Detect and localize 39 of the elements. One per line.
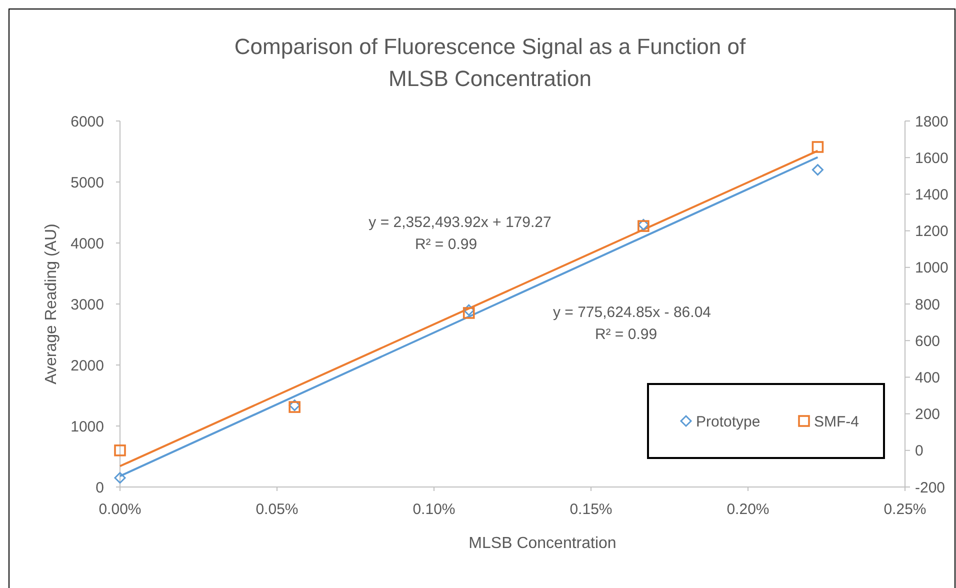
y-tick-label: 3000 xyxy=(70,296,104,314)
chart-title: Comparison of Fluorescence Signal as a Function of MLSB Concentration xyxy=(234,34,746,91)
y-tick-label: 6000 xyxy=(70,113,104,130)
y-tick-label: 1000 xyxy=(70,418,104,436)
point xyxy=(812,141,824,153)
x-tick-label: 0.15% xyxy=(570,501,612,518)
x-tick-label: 0.05% xyxy=(256,501,298,518)
y2-tick-label: 600 xyxy=(915,332,940,350)
y2-tick-label: 1800 xyxy=(915,113,948,130)
annotation: y = 775,624.85x - 86.04 xyxy=(552,304,712,321)
x-tick-label: 0.00% xyxy=(98,501,142,518)
y2-tick-label: 1000 xyxy=(915,260,948,277)
annotation: y = 2,352,493.92x + 179.27 xyxy=(368,214,552,231)
point xyxy=(114,472,126,484)
y2-tick-label: 1600 xyxy=(915,150,948,167)
y2-tick-label: 800 xyxy=(915,296,940,314)
y-tick-label: 2000 xyxy=(70,357,104,374)
x-tick-label: 0.25% xyxy=(884,501,926,518)
y2-tick-label: 1400 xyxy=(915,186,948,204)
y-axis-title: Average Reading (AU) xyxy=(43,224,60,384)
point xyxy=(463,304,475,316)
point xyxy=(812,164,824,176)
y-tick-label: 0 xyxy=(96,479,104,496)
annotation: R² = 0.99 xyxy=(414,236,478,253)
x-axis-title: MLSB Concentration xyxy=(468,535,616,552)
y-tick-label: 5000 xyxy=(70,174,104,192)
y2-tick-label: 200 xyxy=(915,406,940,424)
legend-label: Prototype xyxy=(696,413,760,430)
y2-tick-label: 0 xyxy=(915,442,924,460)
point xyxy=(114,444,126,456)
y2-tick-label: -200 xyxy=(915,479,946,496)
y2-tick-label: 400 xyxy=(915,369,940,386)
annotation: R² = 0.99 xyxy=(594,326,658,343)
y-tick-label: 4000 xyxy=(70,235,104,252)
point xyxy=(462,307,475,319)
x-tick-label: 0.20% xyxy=(726,501,770,518)
x-tick-label: 0.10% xyxy=(412,501,456,518)
y2-tick-label: 1200 xyxy=(915,223,948,240)
legend-label: SMF-4 xyxy=(814,413,859,430)
